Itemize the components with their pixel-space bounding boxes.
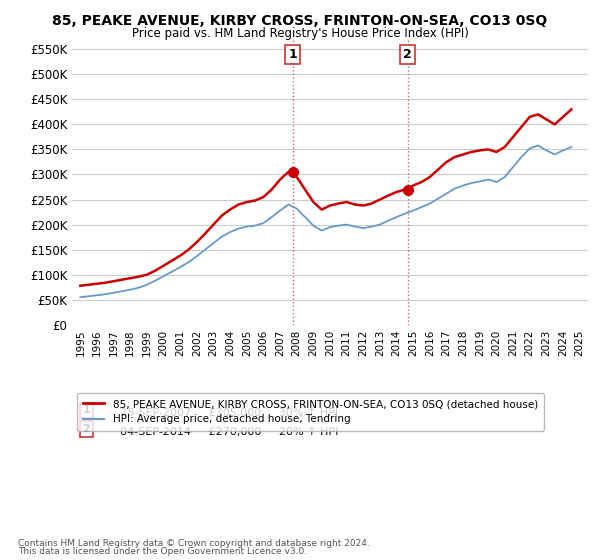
Text: This data is licensed under the Open Government Licence v3.0.: This data is licensed under the Open Gov… — [18, 548, 307, 557]
Legend: 85, PEAKE AVENUE, KIRBY CROSS, FRINTON-ON-SEA, CO13 0SQ (detached house), HPI: A: 85, PEAKE AVENUE, KIRBY CROSS, FRINTON-O… — [77, 393, 544, 431]
Text: 2: 2 — [403, 48, 412, 61]
Text: 28-SEP-2007     £305,000     30% ↑ HPI: 28-SEP-2007 £305,000 30% ↑ HPI — [113, 408, 338, 418]
Text: 2: 2 — [82, 424, 90, 434]
Text: Price paid vs. HM Land Registry's House Price Index (HPI): Price paid vs. HM Land Registry's House … — [131, 27, 469, 40]
Text: 04-SEP-2014     £270,000     20% ↑ HPI: 04-SEP-2014 £270,000 20% ↑ HPI — [113, 427, 338, 437]
Text: 1: 1 — [288, 48, 297, 61]
Text: Contains HM Land Registry data © Crown copyright and database right 2024.: Contains HM Land Registry data © Crown c… — [18, 539, 370, 548]
Text: 85, PEAKE AVENUE, KIRBY CROSS, FRINTON-ON-SEA, CO13 0SQ: 85, PEAKE AVENUE, KIRBY CROSS, FRINTON-O… — [52, 14, 548, 28]
Text: 1: 1 — [82, 405, 90, 416]
